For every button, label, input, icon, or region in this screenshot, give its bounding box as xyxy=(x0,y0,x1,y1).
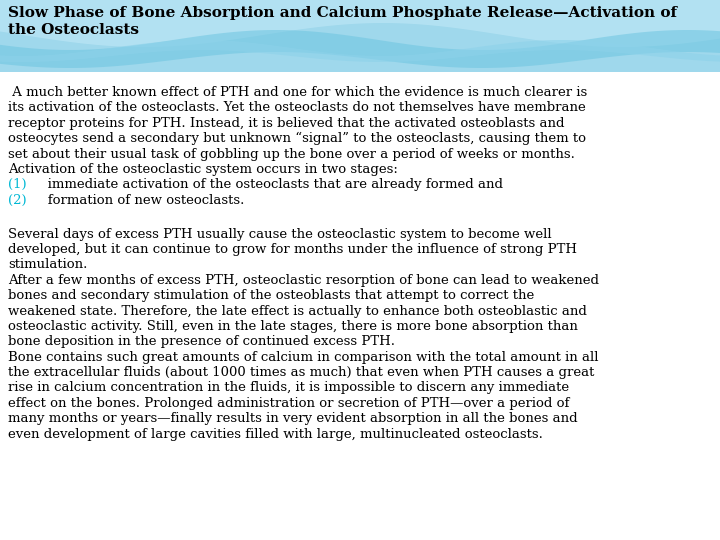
Text: (1): (1) xyxy=(8,178,27,191)
Text: Activation of the osteoclastic system occurs in two stages:: Activation of the osteoclastic system oc… xyxy=(8,163,398,176)
Text: effect on the bones. Prolonged administration or secretion of PTH—over a period : effect on the bones. Prolonged administr… xyxy=(8,397,570,410)
Text: (2): (2) xyxy=(8,194,27,207)
Text: many months or years—finally results in very evident absorption in all the bones: many months or years—finally results in … xyxy=(8,412,577,426)
Polygon shape xyxy=(0,30,720,68)
Text: A much better known effect of PTH and one for which the evidence is much clearer: A much better known effect of PTH and on… xyxy=(8,86,588,99)
Polygon shape xyxy=(0,40,720,62)
Text: osteoclastic activity. Still, even in the late stages, there is more bone absorp: osteoclastic activity. Still, even in th… xyxy=(8,320,578,333)
Text: After a few months of excess PTH, osteoclastic resorption of bone can lead to we: After a few months of excess PTH, osteoc… xyxy=(8,274,599,287)
Text: weakened state. Therefore, the late effect is actually to enhance both osteoblas: weakened state. Therefore, the late effe… xyxy=(8,305,587,318)
Text: stimulation.: stimulation. xyxy=(8,258,87,272)
Text: Slow Phase of Bone Absorption and Calcium Phosphate Release—Activation of: Slow Phase of Bone Absorption and Calciu… xyxy=(8,6,677,20)
Text: formation of new osteoclasts.: formation of new osteoclasts. xyxy=(35,194,244,207)
Text: receptor proteins for PTH. Instead, it is believed that the activated osteoblast: receptor proteins for PTH. Instead, it i… xyxy=(8,117,564,130)
Text: the extracellular fluids (about 1000 times as much) that even when PTH causes a : the extracellular fluids (about 1000 tim… xyxy=(8,366,595,379)
Text: Several days of excess PTH usually cause the osteoclastic system to become well: Several days of excess PTH usually cause… xyxy=(8,227,552,241)
Text: even development of large cavities filled with large, multinucleated osteoclasts: even development of large cavities fille… xyxy=(8,428,543,441)
Text: its activation of the osteoclasts. Yet the osteoclasts do not themselves have me: its activation of the osteoclasts. Yet t… xyxy=(8,102,586,114)
Text: the Osteoclasts: the Osteoclasts xyxy=(8,23,139,37)
Polygon shape xyxy=(0,0,720,47)
Text: Bone contains such great amounts of calcium in comparison with the total amount : Bone contains such great amounts of calc… xyxy=(8,350,598,364)
Text: developed, but it can continue to grow for months under the influence of strong : developed, but it can continue to grow f… xyxy=(8,243,577,256)
Text: bone deposition in the presence of continued excess PTH.: bone deposition in the presence of conti… xyxy=(8,335,395,348)
Text: rise in calcium concentration in the fluids, it is impossible to discern any imm: rise in calcium concentration in the flu… xyxy=(8,381,569,395)
Text: bones and secondary stimulation of the osteoblasts that attempt to correct the: bones and secondary stimulation of the o… xyxy=(8,289,534,302)
Text: set about their usual task of gobbling up the bone over a period of weeks or mon: set about their usual task of gobbling u… xyxy=(8,147,575,160)
Text: osteocytes send a secondary but unknown “signal” to the osteoclasts, causing the: osteocytes send a secondary but unknown … xyxy=(8,132,586,145)
Text: immediate activation of the osteoclasts that are already formed and: immediate activation of the osteoclasts … xyxy=(35,178,503,191)
Bar xyxy=(0,0,720,72)
